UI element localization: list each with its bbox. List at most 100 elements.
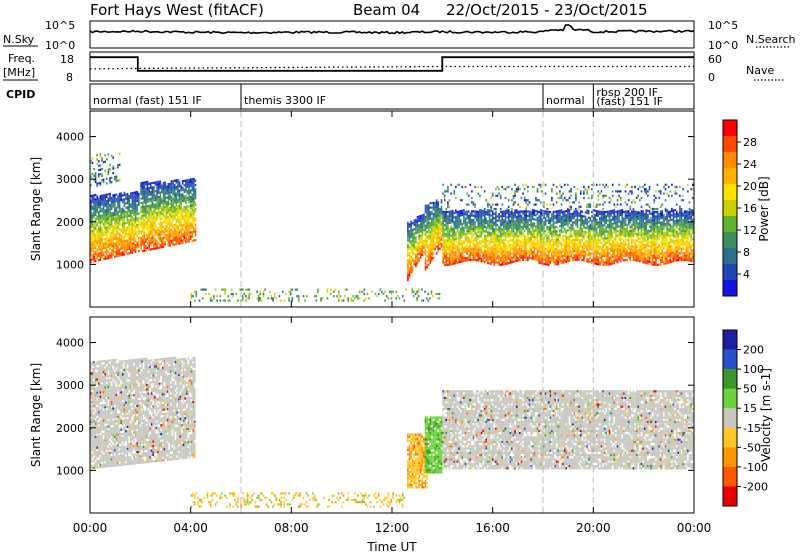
power-cell — [491, 214, 494, 217]
power-cell — [151, 223, 154, 226]
power-cell — [194, 232, 197, 235]
power-cell — [141, 221, 144, 224]
power-cell — [157, 204, 160, 208]
power-cell — [509, 257, 512, 260]
power-cell — [141, 214, 144, 217]
power-cell — [621, 253, 624, 256]
power-cell — [533, 240, 536, 243]
power-cell — [426, 259, 428, 262]
power-cell — [112, 211, 114, 215]
power-cell — [134, 195, 137, 198]
power-cell — [519, 248, 521, 251]
power-cell — [172, 241, 174, 244]
power-cell — [487, 253, 489, 256]
power-cell — [493, 232, 496, 235]
power-cell — [631, 236, 633, 239]
power-cell — [626, 230, 628, 233]
power-cell — [114, 200, 116, 203]
power-cell — [101, 245, 103, 248]
power-cell — [565, 260, 568, 263]
power-cell — [145, 198, 147, 201]
power-cell — [443, 257, 446, 260]
power-cell — [504, 223, 507, 226]
power-cell — [584, 246, 587, 249]
power-cell — [133, 202, 135, 205]
power-cell — [533, 255, 536, 258]
power-cell — [96, 228, 98, 231]
power-cell — [554, 239, 556, 242]
power-cell — [115, 222, 118, 225]
power-cell — [522, 221, 524, 224]
power-cell — [496, 232, 499, 236]
power-cell — [541, 233, 544, 236]
power-cell — [575, 236, 577, 239]
power-cell — [408, 263, 411, 266]
power-cell — [459, 240, 462, 243]
power-cell — [586, 240, 588, 243]
power-cell — [193, 230, 195, 233]
power-cell — [186, 196, 189, 199]
power-cell — [621, 211, 624, 214]
power-cell — [91, 207, 94, 210]
power-cell — [110, 238, 113, 241]
power-cell — [149, 208, 152, 211]
power-cell — [607, 234, 609, 237]
power-cell — [479, 211, 481, 214]
power-cell — [136, 191, 138, 194]
power-cell — [194, 225, 197, 228]
power-cell — [509, 224, 512, 227]
power-cell — [528, 212, 531, 215]
power-cell — [407, 254, 409, 257]
power-cell — [93, 240, 95, 243]
power-cell — [193, 199, 195, 202]
power-cell — [554, 241, 556, 244]
power-cell — [115, 241, 118, 245]
power-cell — [106, 215, 108, 218]
power-cell — [448, 256, 451, 260]
power-cell — [145, 214, 147, 217]
power-cell — [416, 253, 419, 256]
power-cell — [474, 212, 476, 215]
power-cell — [126, 213, 129, 216]
power-cell — [586, 224, 588, 228]
power-cell — [434, 212, 436, 215]
power-cell — [130, 238, 132, 241]
power-cell — [161, 199, 163, 202]
power-cell — [432, 256, 435, 260]
power-cell — [648, 258, 651, 261]
power-cell — [610, 221, 612, 224]
power-cell — [109, 256, 111, 259]
power-cell — [557, 238, 560, 241]
power-cell — [519, 250, 521, 253]
power-cell — [496, 250, 499, 253]
power-cell — [471, 247, 473, 250]
power-cell — [429, 217, 432, 220]
power-cell — [181, 186, 184, 189]
power-cell — [432, 215, 435, 218]
power-cell — [110, 254, 113, 257]
power-cell — [96, 239, 98, 242]
power-cell — [597, 258, 600, 261]
power-cell — [581, 250, 584, 253]
power-cell — [495, 228, 497, 231]
power-cell — [546, 250, 548, 253]
power-cell — [479, 257, 481, 260]
power-cell — [608, 212, 611, 215]
power-cell — [101, 227, 103, 230]
power-cell — [188, 187, 190, 190]
power-cell — [94, 224, 97, 227]
power-cell — [632, 228, 635, 231]
power-cell — [531, 228, 534, 232]
power-cell — [172, 232, 174, 235]
power-cell — [543, 221, 545, 224]
nsearch-label: N.Search — [746, 33, 796, 46]
power-cell — [130, 232, 132, 235]
power-cell — [180, 211, 182, 214]
power-cell — [618, 242, 620, 246]
power-cell — [426, 226, 428, 229]
power-cell — [613, 242, 616, 245]
power-cell — [157, 207, 160, 210]
power-cell — [539, 237, 542, 240]
power-cell — [615, 235, 617, 238]
power-cell — [527, 236, 529, 239]
